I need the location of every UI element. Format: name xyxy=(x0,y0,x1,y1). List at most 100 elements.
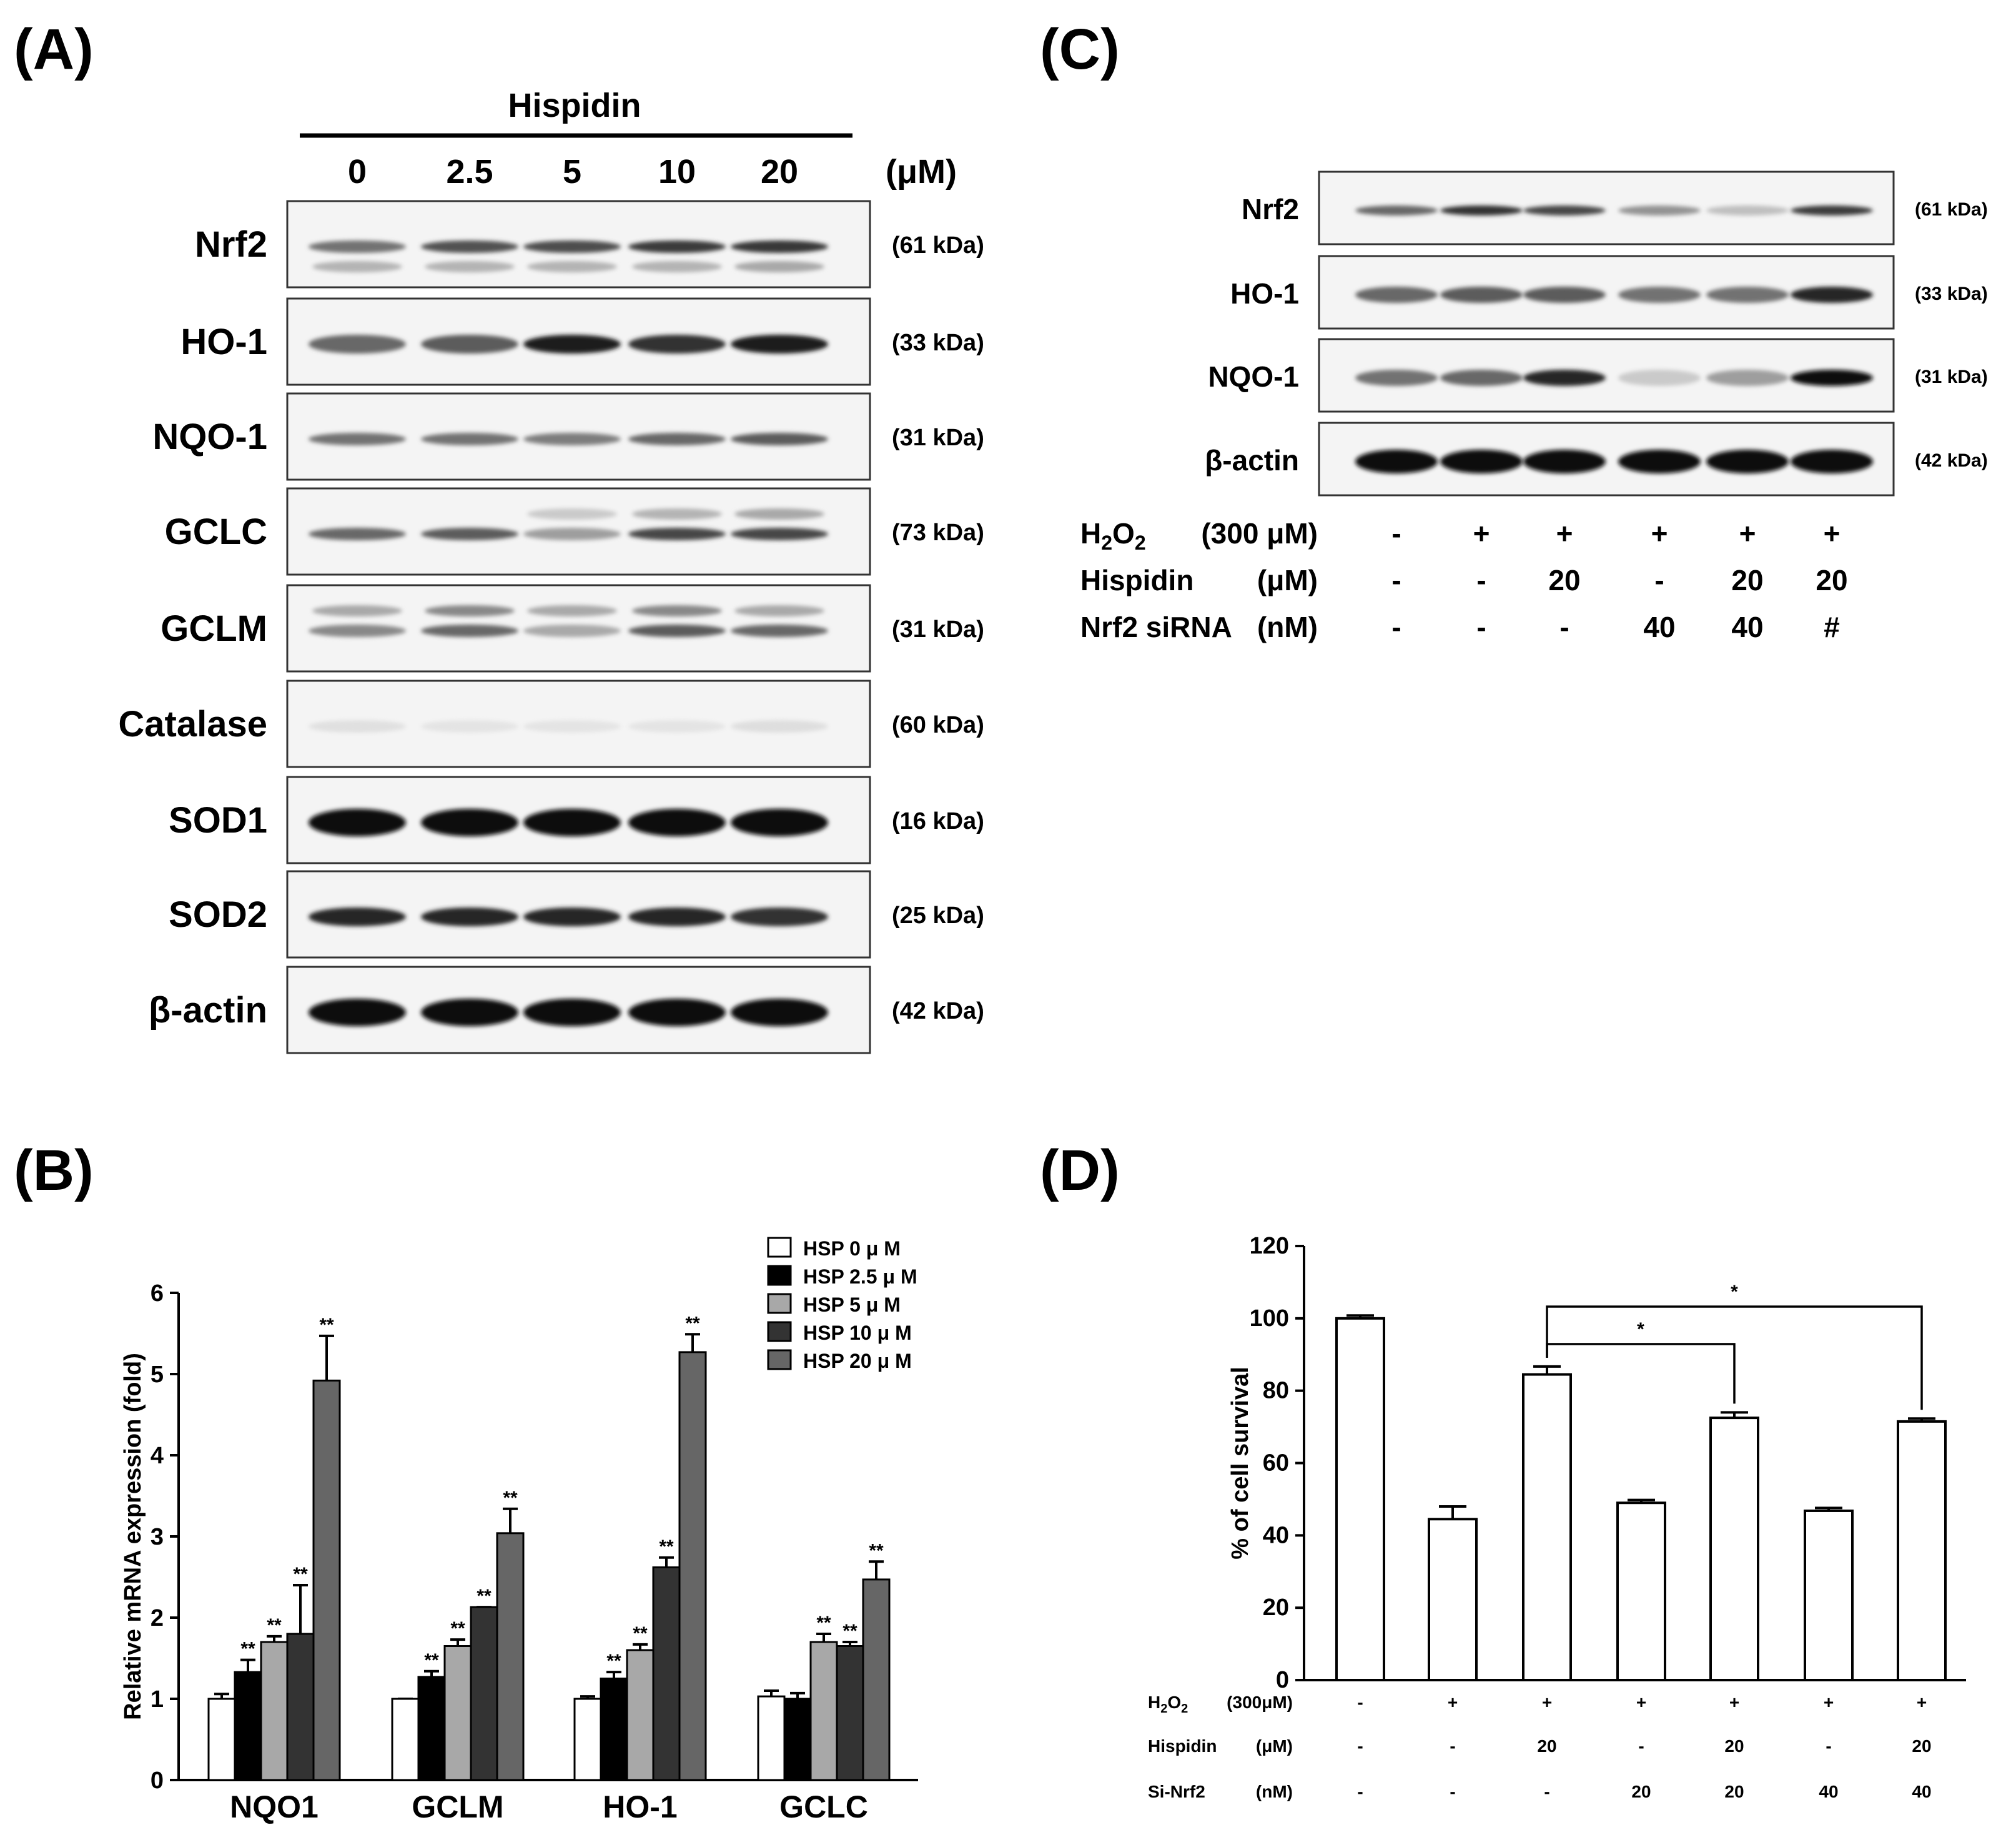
treatment-value: - xyxy=(1476,611,1486,643)
blot-band xyxy=(1523,450,1606,473)
blot-band xyxy=(731,528,828,540)
y-tick-label: 80 xyxy=(1263,1378,1289,1404)
blot-nqo-1: NQO-1 (31 kDa) xyxy=(1208,338,1988,413)
treatment-value: - xyxy=(1450,1736,1455,1756)
treatment-value: + xyxy=(1542,1693,1552,1712)
treatment-unit: (300 μM) xyxy=(1201,517,1318,550)
blot-band-secondary xyxy=(312,261,402,272)
blot-band xyxy=(523,240,621,253)
blot-band xyxy=(1440,450,1523,473)
molecular-weight-label: (25 kDa) xyxy=(892,903,984,929)
molecular-weight-label: (33 kDa) xyxy=(1915,284,1988,304)
significance-marker: ** xyxy=(659,1536,674,1557)
treatment-value: 20 xyxy=(1548,564,1580,596)
blot-band xyxy=(731,999,828,1026)
blot-band xyxy=(309,809,406,836)
legend-entry: HSP 0 μ M xyxy=(803,1237,901,1260)
legend-swatch xyxy=(767,1265,792,1286)
dose-label: 10 xyxy=(658,153,696,190)
blot-band xyxy=(421,908,518,926)
y-tick-label: 6 xyxy=(151,1280,164,1307)
treatment-unit: (nM) xyxy=(1256,1782,1293,1801)
protein-label: Nrf2 xyxy=(195,224,267,265)
protein-label: SOD1 xyxy=(169,800,267,841)
blot-ho-1: HO-1 (33 kDa) xyxy=(180,297,984,386)
treatment-label: Hispidin xyxy=(1080,564,1193,596)
legend-swatch xyxy=(767,1237,792,1258)
molecular-weight-label: (33 kDa) xyxy=(892,330,984,356)
y-tick-label: 4 xyxy=(151,1443,164,1469)
blot-band xyxy=(523,335,621,354)
significance-marker: * xyxy=(1637,1319,1644,1340)
treatment-label: H2O2 xyxy=(1148,1693,1188,1716)
molecular-weight-label: (31 kDa) xyxy=(1915,367,1988,387)
y-tick-label: 1 xyxy=(151,1686,164,1713)
molecular-weight-label: (61 kDa) xyxy=(1915,199,1988,220)
blot-gclc: GCLC (73 kDa) xyxy=(165,487,984,576)
blot-band xyxy=(1618,287,1701,303)
protein-label: Nrf2 xyxy=(1242,193,1299,225)
molecular-weight-label: (42 kDa) xyxy=(1915,450,1988,471)
blot-band xyxy=(731,625,828,637)
blot-band xyxy=(731,809,828,836)
blot-band xyxy=(421,720,518,733)
bar xyxy=(757,1695,786,1781)
treatment-value: # xyxy=(1824,611,1840,643)
blot-band xyxy=(1355,370,1438,386)
treatment-value: 20 xyxy=(1912,1736,1931,1756)
panel-c-treatment-table: H2O2 (300 μM) - + + + + + Hispidin (μM) - - 20 - 20 20 N… xyxy=(1080,517,1848,643)
blot-band xyxy=(1618,370,1701,386)
significance-marker: ** xyxy=(450,1618,465,1639)
blot-band xyxy=(1706,370,1789,386)
blot-band xyxy=(731,240,828,253)
protein-label: GCLC xyxy=(165,512,267,552)
blot-band xyxy=(1706,205,1789,215)
treatment-value: - xyxy=(1391,517,1401,550)
protein-label: NQO-1 xyxy=(1208,360,1299,393)
treatment-unit: (nM) xyxy=(1257,611,1318,643)
dose-label: 0 xyxy=(348,153,367,190)
y-tick-label: 20 xyxy=(1263,1595,1289,1621)
blot-band xyxy=(421,625,518,637)
blot-band xyxy=(523,809,621,836)
treatment-value: - xyxy=(1826,1736,1831,1756)
blot-band xyxy=(1440,205,1523,215)
significance-marker: ** xyxy=(816,1613,831,1633)
bar xyxy=(652,1566,681,1781)
blot-band xyxy=(731,433,828,445)
y-tick-label: 0 xyxy=(1276,1667,1289,1693)
bar xyxy=(286,1633,315,1781)
blot-band xyxy=(1523,370,1606,386)
bar xyxy=(260,1641,289,1781)
blot--actin: β-actin (42 kDa) xyxy=(149,966,984,1054)
bar xyxy=(573,1698,602,1781)
significance-marker: ** xyxy=(869,1540,884,1561)
treatment-value: + xyxy=(1739,517,1756,550)
blot-band-secondary xyxy=(425,261,515,272)
blot-band xyxy=(628,625,726,637)
legend-entry: HSP 5 μ M xyxy=(803,1293,901,1316)
significance-bracket xyxy=(1546,1305,1923,1410)
bar xyxy=(1709,1417,1759,1682)
category-label: GCLM xyxy=(412,1789,503,1824)
y-tick-label: 60 xyxy=(1263,1450,1289,1476)
treatment-value: 20 xyxy=(1724,1736,1744,1756)
treatment-value: 20 xyxy=(1731,564,1763,596)
blot-band-secondary xyxy=(527,261,617,272)
treatment-value: + xyxy=(1824,1693,1834,1712)
blot-band xyxy=(523,433,621,445)
blot-band xyxy=(421,528,518,540)
treatment-value: 20 xyxy=(1816,564,1847,596)
blot-band xyxy=(309,433,406,445)
blot-band xyxy=(309,240,406,253)
bar xyxy=(809,1641,838,1781)
treatment-value: + xyxy=(1729,1693,1739,1712)
treatment-value: 40 xyxy=(1912,1782,1931,1801)
treatment-value: 40 xyxy=(1819,1782,1838,1801)
blot-band xyxy=(1791,287,1873,303)
treatment-value: - xyxy=(1391,564,1401,596)
dose-label: 20 xyxy=(761,153,798,190)
blot-band xyxy=(1618,205,1701,215)
panel-d-label: (D) xyxy=(1040,1139,1120,1202)
treatment-value: + xyxy=(1556,517,1573,550)
